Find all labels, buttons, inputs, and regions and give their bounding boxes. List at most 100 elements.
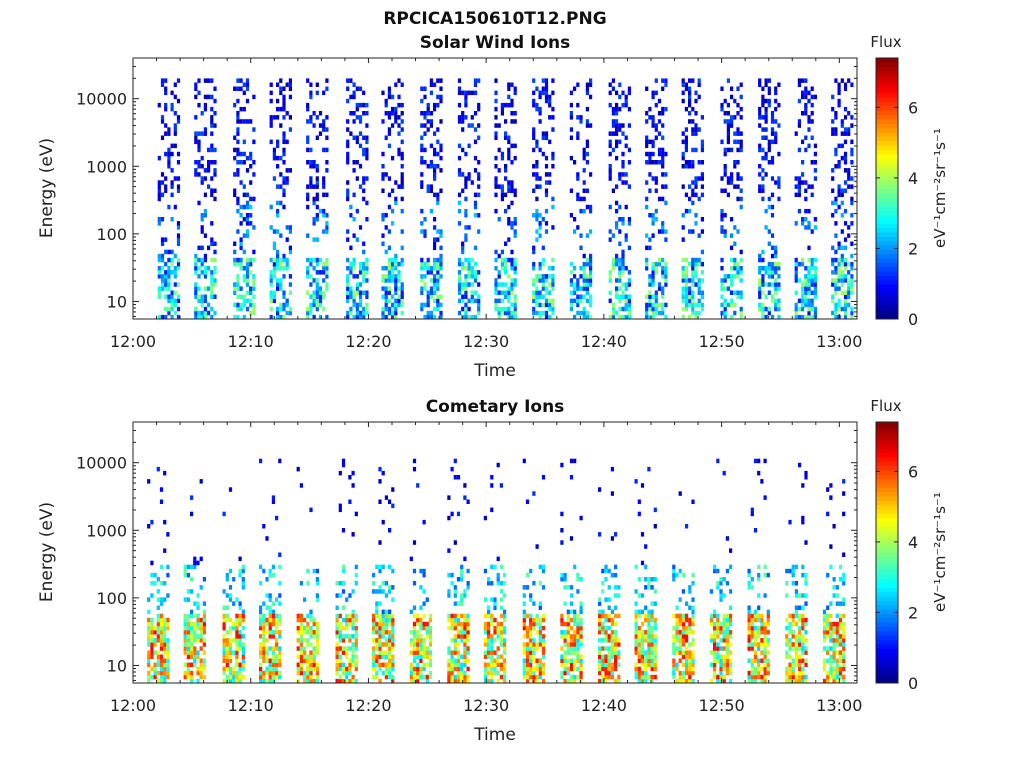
heatmap-cell (507, 82, 511, 87)
heatmap-cell (457, 286, 462, 291)
heatmap-cell (576, 658, 580, 663)
heatmap-cell (569, 674, 574, 680)
heatmap-cell (235, 613, 239, 619)
heatmap-cell (563, 678, 567, 684)
heatmap-cell (736, 229, 740, 234)
heatmap-cell (309, 625, 313, 631)
heatmap-cell (585, 160, 589, 165)
heatmap-cell (761, 147, 765, 153)
heatmap-cell (647, 625, 651, 631)
heatmap-cell (834, 147, 838, 153)
heatmap-cell (346, 160, 350, 165)
heatmap-cell (285, 82, 289, 87)
heatmap-cell (535, 196, 539, 202)
heatmap-cell (716, 634, 720, 639)
heatmap-cell (422, 666, 426, 672)
heatmap-cell (352, 233, 356, 238)
heatmap-cell (235, 634, 239, 639)
heatmap-cell (466, 581, 470, 586)
heatmap-cell (730, 274, 734, 279)
heatmap-cell (500, 261, 504, 267)
heatmap-cell (271, 678, 275, 684)
heatmap-cell (548, 98, 552, 104)
heatmap-cell (156, 658, 160, 663)
heatmap-cell (262, 670, 266, 676)
heatmap-cell (299, 613, 303, 619)
heatmap-cell (466, 658, 470, 663)
heatmap-cell (500, 155, 504, 161)
heatmap-cell (538, 581, 542, 586)
heatmap-cell (279, 123, 283, 128)
heatmap-cell (228, 650, 233, 655)
heatmap-cell (419, 658, 423, 663)
heatmap-cell (268, 572, 272, 578)
heatmap-cell (747, 634, 751, 639)
heatmap-cell (265, 678, 269, 684)
heatmap-cell (684, 106, 688, 112)
heatmap-cell (225, 658, 229, 663)
heatmap-cell (296, 654, 300, 659)
heatmap-cell (384, 294, 388, 299)
heatmap-cell (672, 646, 676, 651)
heatmap-cell (358, 184, 363, 189)
heatmap-cell (529, 568, 533, 574)
heatmap-cell (473, 245, 478, 251)
heatmap-cell (694, 314, 698, 320)
heatmap-cell (654, 176, 658, 181)
heatmap-cell (176, 282, 181, 287)
heatmap-cell (691, 642, 695, 647)
heatmap-cell (719, 577, 723, 582)
heatmap-cell (193, 621, 197, 627)
heatmap-cell (265, 658, 269, 663)
heatmap-cell (510, 119, 514, 124)
heatmap-cell (529, 666, 533, 672)
heatmap-cell (621, 160, 625, 165)
heatmap-cell (645, 306, 649, 312)
heatmap-cell (560, 511, 564, 517)
heatmap-cell (335, 654, 339, 659)
heatmap-cell (503, 625, 507, 631)
heatmap-cell (400, 151, 404, 157)
heatmap-cell (654, 266, 658, 271)
heatmap-cell (456, 642, 461, 647)
heatmap-cell (494, 286, 498, 291)
heatmap-cell (681, 314, 685, 320)
heatmap-cell (306, 314, 310, 320)
heatmap-cell (618, 266, 622, 271)
heatmap-cell (651, 274, 655, 279)
heatmap-cell (282, 131, 286, 136)
heatmap-cell (426, 302, 430, 308)
heatmap-cell (461, 119, 465, 124)
heatmap-cell (167, 204, 171, 210)
heatmap-cell (767, 98, 771, 104)
heatmap-cell (551, 310, 555, 316)
heatmap-cell (315, 168, 319, 173)
heatmap-cell (615, 200, 619, 206)
heatmap-cell (186, 674, 190, 680)
heatmap-cell (303, 617, 307, 623)
heatmap-cell (433, 241, 437, 246)
heatmap-cell (412, 678, 417, 684)
heatmap-cell (279, 306, 283, 312)
heatmap-cell (569, 536, 574, 541)
heatmap-cell (513, 270, 517, 275)
heatmap-cell (457, 310, 462, 316)
heatmap-cell (241, 577, 245, 582)
heatmap-cell (650, 638, 654, 643)
heatmap-cell (210, 106, 214, 112)
heatmap-cell (150, 593, 154, 598)
heatmap-cell (166, 593, 170, 598)
heatmap-cell (197, 298, 201, 304)
heatmap-cell (309, 642, 313, 647)
heatmap-cell (654, 180, 658, 185)
heatmap-cell (637, 650, 641, 655)
heatmap-cell (801, 294, 805, 299)
heatmap-cell (196, 666, 200, 672)
heatmap-cell (837, 192, 841, 198)
heatmap-cell (156, 613, 160, 619)
heatmap-cell (170, 90, 174, 96)
heatmap-cell (425, 634, 429, 639)
heatmap-cell (202, 662, 206, 668)
heatmap-cell (473, 270, 478, 275)
heatmap-cell (544, 188, 549, 193)
